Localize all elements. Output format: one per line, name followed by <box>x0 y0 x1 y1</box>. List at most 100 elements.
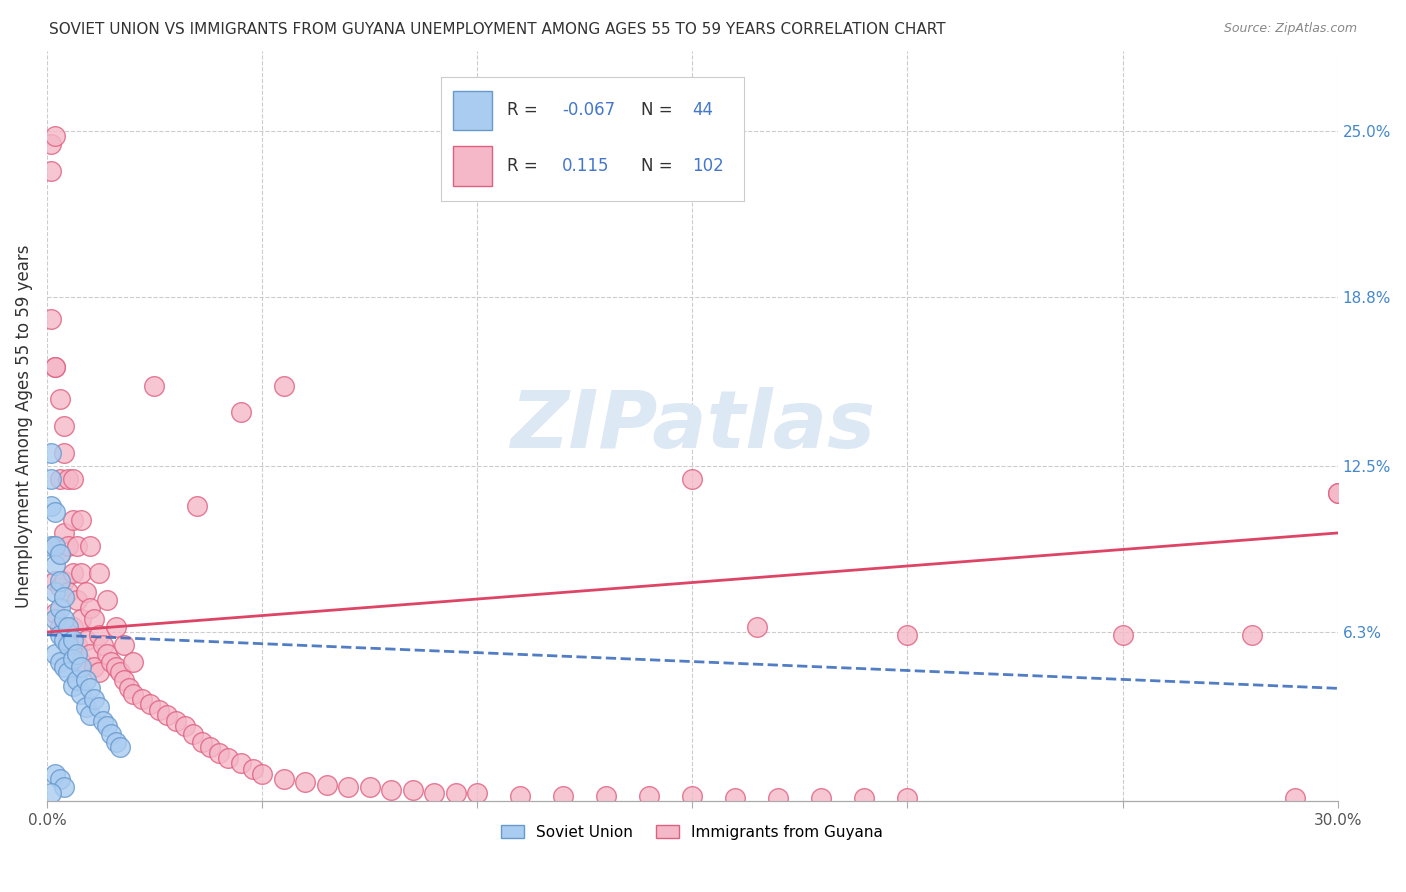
Point <box>44 574 66 589</box>
Point <box>75 585 97 599</box>
Point <box>44 612 66 626</box>
Point <box>66 539 89 553</box>
Point <box>87 665 110 680</box>
Point <box>810 791 832 805</box>
Point <box>53 574 76 589</box>
Point <box>595 789 617 803</box>
Point <box>359 780 381 795</box>
Point <box>553 789 575 803</box>
Point <box>70 655 93 669</box>
Point <box>62 679 84 693</box>
Point <box>294 775 316 789</box>
Point <box>62 652 84 666</box>
Point <box>896 628 918 642</box>
Point <box>49 548 72 562</box>
Point <box>229 756 252 771</box>
Point <box>62 633 84 648</box>
Point <box>49 392 72 406</box>
Point <box>96 593 118 607</box>
Point <box>108 740 131 755</box>
Point <box>39 311 62 326</box>
Point <box>66 647 89 661</box>
Point <box>131 692 153 706</box>
Point <box>217 751 239 765</box>
Point <box>148 703 170 717</box>
Point <box>104 660 127 674</box>
Point <box>39 137 62 152</box>
Point <box>273 772 295 787</box>
Point <box>100 655 122 669</box>
Point <box>53 620 76 634</box>
Point <box>315 778 337 792</box>
Point <box>112 673 135 688</box>
Point <box>49 601 72 615</box>
Point <box>58 539 80 553</box>
Point <box>62 512 84 526</box>
Point <box>44 539 66 553</box>
Point <box>49 548 72 562</box>
Point <box>117 681 139 696</box>
Point <box>173 719 195 733</box>
Point <box>186 499 208 513</box>
Point <box>83 612 105 626</box>
Point <box>681 472 703 486</box>
Point <box>724 791 747 805</box>
Point <box>75 700 97 714</box>
Point <box>79 601 101 615</box>
Point <box>96 719 118 733</box>
Point <box>39 499 62 513</box>
Point <box>53 633 76 648</box>
Point <box>39 786 62 800</box>
Point <box>49 772 72 787</box>
Point <box>79 647 101 661</box>
Point <box>66 593 89 607</box>
Point <box>44 585 66 599</box>
Point <box>1240 628 1263 642</box>
Point <box>87 628 110 642</box>
Point <box>44 359 66 374</box>
Point <box>70 687 93 701</box>
Point <box>104 735 127 749</box>
Point <box>58 620 80 634</box>
Point <box>423 786 446 800</box>
Point <box>44 767 66 781</box>
Point <box>79 539 101 553</box>
Point <box>39 164 62 178</box>
Point <box>70 612 93 626</box>
Point <box>75 673 97 688</box>
Point <box>62 566 84 581</box>
Point <box>49 580 72 594</box>
Point <box>44 129 66 144</box>
Point <box>58 585 80 599</box>
Point <box>75 633 97 648</box>
Point <box>58 633 80 648</box>
Point <box>91 714 114 728</box>
Point <box>853 791 876 805</box>
Point <box>83 660 105 674</box>
Point <box>156 708 179 723</box>
Point <box>53 445 76 459</box>
Point <box>122 687 145 701</box>
Point <box>380 783 402 797</box>
Point <box>638 789 661 803</box>
Point <box>122 655 145 669</box>
Point <box>87 566 110 581</box>
Point <box>87 700 110 714</box>
Point <box>242 762 264 776</box>
Text: ZIPatlas: ZIPatlas <box>510 387 875 465</box>
Point <box>70 512 93 526</box>
Point <box>83 692 105 706</box>
Point <box>229 405 252 419</box>
Point <box>337 780 360 795</box>
Point <box>58 472 80 486</box>
Point <box>49 574 72 589</box>
Point <box>1326 485 1348 500</box>
Point <box>66 673 89 688</box>
Point <box>53 525 76 540</box>
Point <box>39 472 62 486</box>
Legend: Soviet Union, Immigrants from Guyana: Soviet Union, Immigrants from Guyana <box>495 819 890 846</box>
Point <box>44 558 66 573</box>
Point <box>66 639 89 653</box>
Point <box>165 714 187 728</box>
Point <box>44 359 66 374</box>
